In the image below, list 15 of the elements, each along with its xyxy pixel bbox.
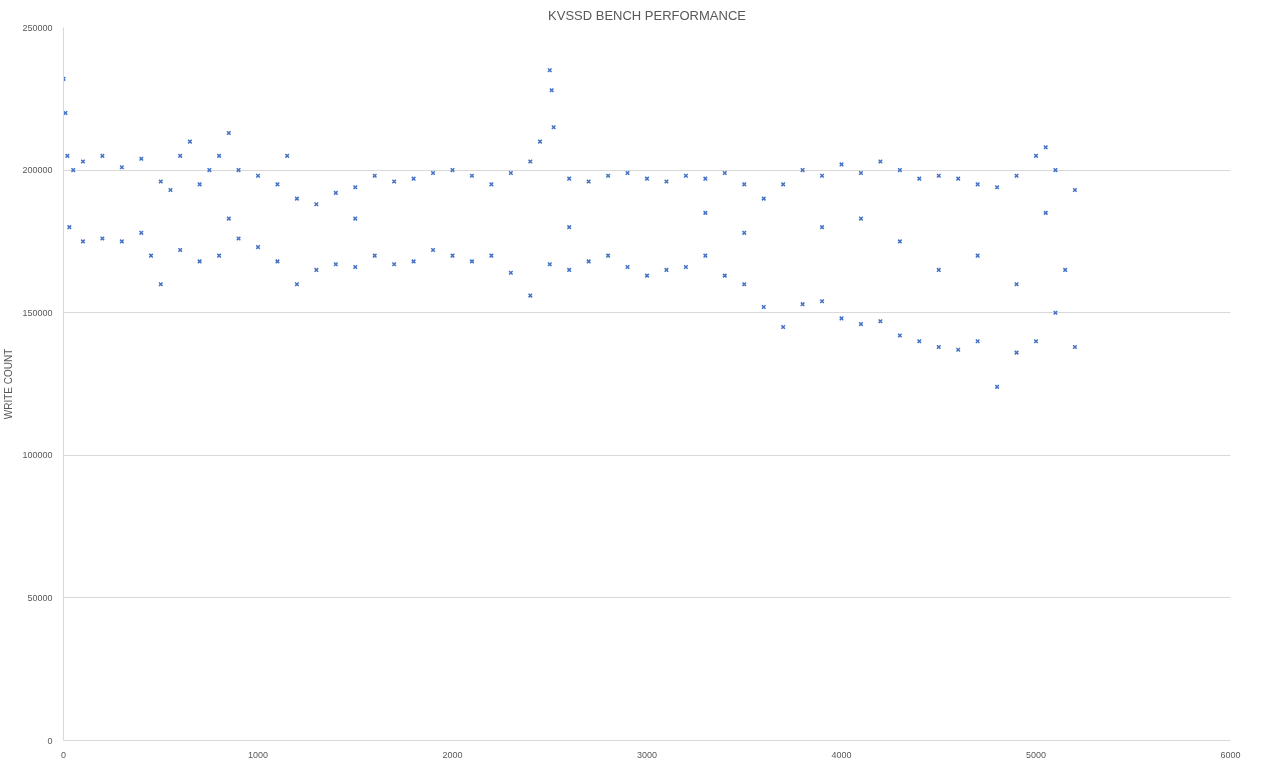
x-tick-label: 0 xyxy=(61,749,67,760)
y-tick-label: 100000 xyxy=(22,450,53,461)
x-tick-label: 2000 xyxy=(442,749,463,760)
chart-title: KVSSD BENCH PERFORMANCE xyxy=(548,7,747,23)
y-tick-label: 0 xyxy=(47,735,53,746)
x-tick-label: 4000 xyxy=(831,749,852,760)
x-tick-label: 5000 xyxy=(1025,749,1047,760)
y-tick-label: 200000 xyxy=(22,165,53,176)
x-tick-label: 6000 xyxy=(1220,749,1241,760)
x-tick-label: 1000 xyxy=(247,749,269,760)
y-tick-label: 250000 xyxy=(22,22,53,33)
y-tick-label: 150000 xyxy=(22,307,53,318)
x-tick-label: 3000 xyxy=(636,749,658,760)
y-axis-title: WRITE COUNT xyxy=(3,348,15,420)
y-tick-label: 50000 xyxy=(27,592,53,603)
